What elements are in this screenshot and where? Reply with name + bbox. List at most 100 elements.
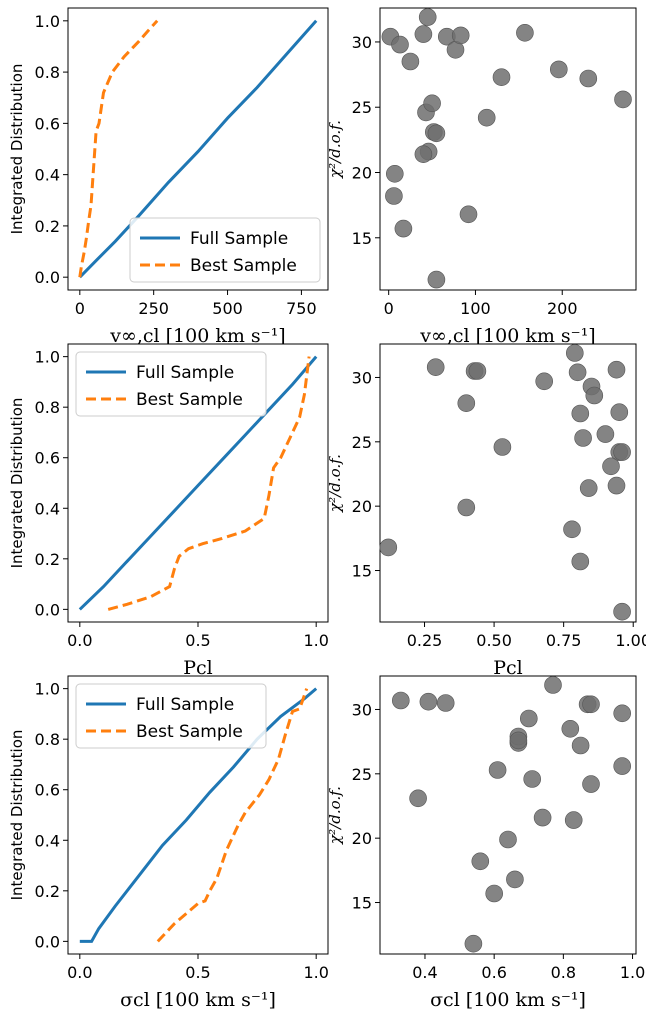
scatter-point [549,60,568,79]
scatter-point [488,761,507,779]
x-tick-label: 0.0 [67,631,92,650]
y-tick-label: 20 [352,497,372,516]
best-sample-line [156,688,309,943]
scatter-point [613,602,631,621]
legend-full-sample-label: Full Sample [136,695,234,715]
axes-frame [379,343,637,623]
scatter-point [571,404,590,423]
legend-best-sample-label: Best Sample [136,722,243,742]
scatter-point [385,187,403,205]
x-axis-label: σcl [100 km s⁻¹] [430,989,586,1010]
x-tick-label: 0 [75,299,85,318]
y-tick-label: 25 [352,98,372,117]
x-axis-label: σcl [100 km s⁻¹] [120,989,276,1010]
scatter-point [613,704,632,723]
scatter-point [582,775,600,793]
scatter-point [565,344,584,362]
x-tick-label: 1.0 [620,963,645,982]
x-tick-label: 0.6 [481,963,506,982]
full-sample-line [79,687,318,943]
best-sample-line [78,19,159,278]
scatter-point [426,358,445,377]
scatter-point [379,538,398,557]
scatter-point [563,520,581,539]
x-axis-label: v∞,cl [100 km s⁻¹] [419,325,595,347]
y-tick-label: 0.2 [35,550,60,569]
panel-2: 0 100 200 15 20 25 30 v∞,cl [100 km s⁻¹] χ²/d.o.… [326,7,637,347]
y-axis-label: χ²/d.o.f. [326,120,344,179]
x-tick-label: 750 [286,299,317,318]
x-axis-label: Pcl [493,657,523,679]
scatter-point [506,870,524,889]
scatter-point [579,479,598,497]
panel-5: 0.0 0.5 1.0 0.0 0.2 0.4 0.6 0.8 1.0 σcl [100 km s… [8,675,329,1010]
y-tick-label: 0.2 [35,882,60,901]
y-tick-label: 15 [352,562,372,581]
scatter-point [414,25,433,43]
full-sample-line [78,19,318,279]
scatter-point [492,68,511,86]
x-tick-label: 100 [460,299,491,318]
panel-6: 0.4 0.6 0.8 1.0 15 20 25 30 σcl [100 km s⁻¹] χ²/d… [326,675,645,1010]
scatter-point [571,736,590,755]
scatter-point [391,35,409,54]
y-tick-label: 15 [352,894,372,913]
scatter-point [401,52,420,71]
scatter-point [607,360,626,379]
x-tick-label: 0.0 [67,963,92,982]
y-tick-label: 30 [352,700,372,719]
y-tick-label: 0.0 [35,268,60,287]
scatter-point [610,403,629,422]
y-tick-label: 0.6 [35,781,60,800]
x-axis-label: v∞,cl [100 km s⁻¹] [109,325,285,347]
scatter-point [394,219,413,238]
y-tick-label: 0.8 [35,63,60,82]
scatter-point [436,694,455,712]
scatter-point [459,205,478,224]
legend-full-sample-label: Full Sample [190,229,288,249]
best-sample-line [107,356,311,611]
panel-3: 0.0 0.5 1.0 0.0 0.2 0.4 0.6 0.8 1.0 Pcl Integrated… [8,343,329,679]
x-tick-label: 250 [138,299,169,318]
y-tick-label: 0.8 [35,398,60,417]
scatter-point [499,830,517,849]
legend-best-sample-label: Best Sample [136,390,243,410]
legend: Full Sample Best Sample [75,683,267,749]
axes-frame [379,675,637,955]
x-tick-label: 1.00 [615,631,646,650]
x-tick-label: 0.8 [551,963,576,982]
y-tick-label: 0.0 [35,600,60,619]
scatter-point [585,386,604,405]
scatter-point [579,69,598,88]
panel-4: 0.25 0.50 0.75 1.00 15 20 25 30 Pcl χ²/d.o.f. [326,343,646,679]
panel-1: 0 250 500 750 0.0 0.2 0.4 0.6 0.8 1.0 v∞,cl [100 k… [8,7,329,347]
scatter-point [574,429,592,447]
y-tick-label: 0.8 [35,730,60,749]
scatter-point [477,108,496,127]
y-tick-label: 15 [352,229,372,248]
scatter-point [468,362,487,380]
scatter-point [582,695,600,714]
x-tick-label: 0 [384,299,394,318]
scatter-point [457,498,476,517]
y-tick-label: 0.4 [35,499,60,518]
scatter-point [516,23,534,42]
scatter-point [509,731,528,750]
y-tick-label: 20 [352,829,372,848]
scatter-point [485,884,504,903]
legend-best-sample-label: Best Sample [190,256,297,276]
scatter-point [418,8,437,26]
scatter-point [391,691,410,710]
scatter-point [409,789,427,808]
y-tick-label: 0.6 [35,114,60,133]
scatter-point [423,94,441,113]
x-tick-label: 200 [547,299,578,318]
y-tick-label: 0.2 [35,217,60,236]
x-tick-label: 0.5 [185,963,210,982]
x-tick-label: 0.5 [185,631,210,650]
y-axis-label: Integrated Distribution [8,64,26,235]
scatter-point [385,165,404,183]
y-tick-label: 30 [352,33,372,52]
y-axis-label: Integrated Distribution [8,730,26,901]
